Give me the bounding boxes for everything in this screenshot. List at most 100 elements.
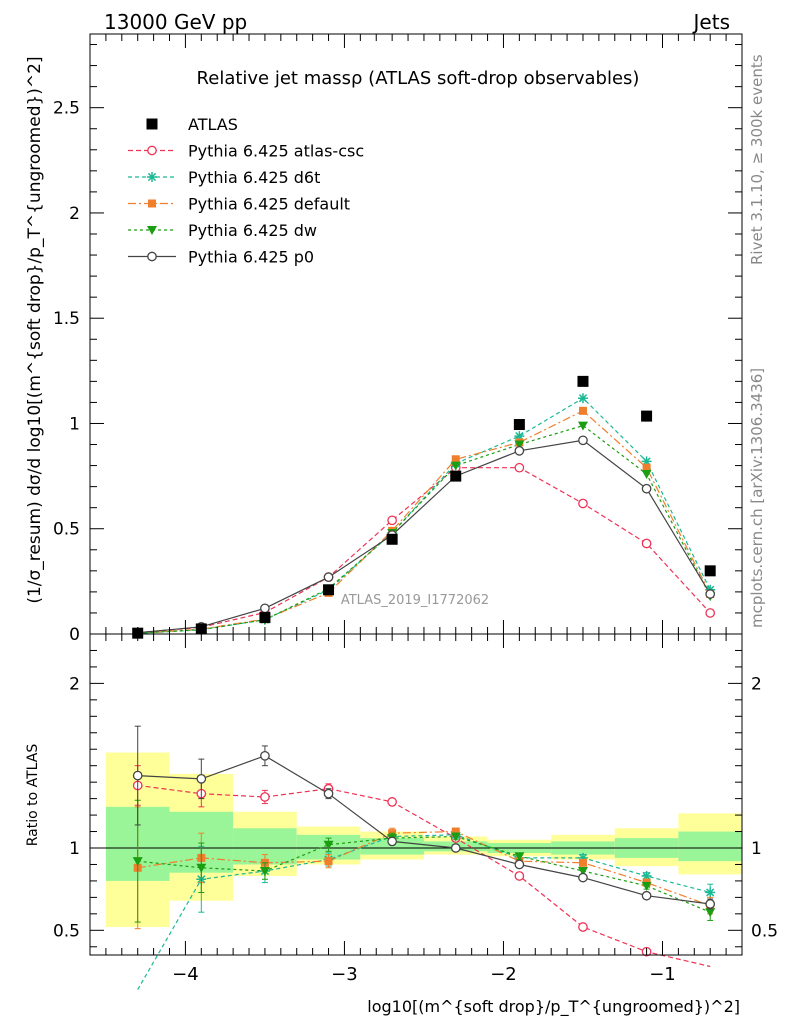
main-y-tick-label: 0 xyxy=(69,625,80,645)
x-tick-label: −3 xyxy=(331,964,358,985)
ratio-point-p0 xyxy=(196,774,207,784)
x-tick-label: −2 xyxy=(490,964,517,985)
star-stroke xyxy=(147,172,157,182)
mcplots-label: mcplots.cern.ch [arXiv:1306.3436] xyxy=(748,368,766,628)
legend-marker-atlas xyxy=(146,118,158,130)
ratio-y-tick-label-right: 2 xyxy=(751,674,762,694)
data-point-dw xyxy=(514,440,525,450)
ratio-point-default xyxy=(324,857,333,866)
ratio-y-tick-label: 0.5 xyxy=(53,921,80,941)
main-y-tick-label: 1.5 xyxy=(53,309,80,329)
x-tick-label: −1 xyxy=(649,964,676,985)
data-point-atlas xyxy=(323,584,335,596)
data-point-atlas_csc xyxy=(641,538,652,549)
data-point-default xyxy=(451,455,460,464)
data-point-atlas xyxy=(641,410,653,422)
data-point-p0 xyxy=(641,483,652,494)
main-y-tick-label: 2.5 xyxy=(53,99,80,119)
series-line-d6t xyxy=(137,397,711,634)
ratio-point-dw xyxy=(514,852,525,862)
x-axis-label: log10[(m^{soft drop}/p_T^{ungroomed})^2] xyxy=(367,997,740,1017)
star-stroke xyxy=(706,888,715,897)
legend-label-atlas: ATLAS xyxy=(188,115,238,134)
ratio-frame xyxy=(89,633,743,956)
main-y-axis-label: (1/σ_resum) dσ/d log10[(m^{soft drop}/p_… xyxy=(25,56,45,603)
ratio-y-tick-label-right: 1 xyxy=(751,839,762,859)
star-stroke xyxy=(642,871,651,881)
ratio-point-p0 xyxy=(260,750,270,761)
ratio-point-dw xyxy=(259,867,270,877)
data-point-d6t xyxy=(577,393,588,404)
ratio-point-d6t xyxy=(641,870,652,881)
ratio-point-atlas_csc xyxy=(514,871,525,881)
main-y-tick-label: 1 xyxy=(69,414,80,434)
header-left: 13000 GeV pp xyxy=(104,10,247,34)
data-point-default xyxy=(642,463,651,472)
legend-marker-atlas_csc xyxy=(147,145,157,156)
ratio-y-axis-label: Ratio to ATLAS xyxy=(25,744,41,847)
ratio-point-p0 xyxy=(387,836,397,847)
ratio-y-tick-label: 2 xyxy=(69,674,80,694)
data-point-p0 xyxy=(705,589,716,599)
axes-ticks: −4 −3 −2 −1 0 0.5 1 1.5 2 2.5 0.5 0.5 1 1 2 2 xyxy=(53,34,778,985)
data-point-dw xyxy=(450,461,461,471)
main-y-tick-label: 2 xyxy=(69,204,80,224)
series-line-atlas_csc xyxy=(137,467,711,634)
rivet-label: Rivet 3.1.10, ≥ 300k events xyxy=(748,54,766,265)
legend-marker-default xyxy=(148,199,156,208)
data-point-atlas xyxy=(513,419,525,431)
legend-marker-p0 xyxy=(147,251,157,262)
data-point-atlas xyxy=(259,612,271,624)
ratio-point-d6t xyxy=(705,887,716,898)
ratio-point-p0 xyxy=(705,899,716,909)
ratio-band-inner xyxy=(360,838,424,855)
ratio-band-inner xyxy=(678,831,742,862)
ratio-point-atlas_csc xyxy=(387,797,397,807)
header-right: Jets xyxy=(692,10,730,34)
ratio-point-dw xyxy=(323,840,334,850)
ratio-point-p0 xyxy=(450,843,461,853)
data-point-dw xyxy=(577,421,588,431)
legend: ATLAS Pythia 6.425 atlas-csc Pythia 6.425 … xyxy=(128,115,364,267)
ratio-point-dw xyxy=(577,867,588,877)
ratio-point-atlas_csc xyxy=(578,922,588,932)
data-point-atlas xyxy=(704,565,716,577)
legend-label-d6t: Pythia 6.425 d6t xyxy=(188,168,320,187)
data-point-atlas_csc xyxy=(578,498,588,509)
analysis-watermark: ATLAS_2019_I1772062 xyxy=(341,593,489,608)
ratio-point-dw xyxy=(132,857,143,867)
ratio-line-p0 xyxy=(137,755,711,905)
data-point-p0 xyxy=(260,603,270,614)
ratio-panel xyxy=(132,725,716,990)
legend-marker-d6t xyxy=(147,172,157,182)
ratio-point-dw xyxy=(450,832,461,842)
ratio-point-p0 xyxy=(641,890,652,901)
series-line-default xyxy=(137,410,711,634)
ratio-point-atlas_csc xyxy=(260,792,270,802)
ratio-line-default xyxy=(137,830,711,907)
data-point-atlas_csc xyxy=(387,515,397,526)
data-point-atlas xyxy=(577,375,589,387)
ratio-point-dw xyxy=(641,881,652,891)
plot-title: Relative jet massρ (ATLAS soft-drop obse… xyxy=(197,68,640,89)
data-point-default xyxy=(578,406,587,415)
data-point-p0 xyxy=(578,435,588,446)
x-tick-label: −4 xyxy=(172,964,199,985)
main-panel xyxy=(132,375,716,639)
data-point-dw xyxy=(641,470,652,479)
ratio-point-dw xyxy=(705,908,716,918)
data-point-atlas xyxy=(450,470,462,482)
legend-label-atlas_csc: Pythia 6.425 atlas-csc xyxy=(188,142,364,161)
star-stroke xyxy=(578,394,588,403)
ratio-point-p0 xyxy=(514,859,525,870)
data-point-atlas_csc xyxy=(514,462,525,473)
main-y-tick-label: 0.5 xyxy=(53,520,80,540)
data-point-p0 xyxy=(514,445,525,456)
series-line-p0 xyxy=(137,439,711,634)
ratio-y-tick-label-right: 0.5 xyxy=(751,921,778,941)
ratio-point-p0 xyxy=(132,770,143,781)
data-point-atlas_csc xyxy=(705,608,716,618)
ratio-point-p0 xyxy=(323,788,334,799)
ratio-line-dw xyxy=(137,835,711,913)
